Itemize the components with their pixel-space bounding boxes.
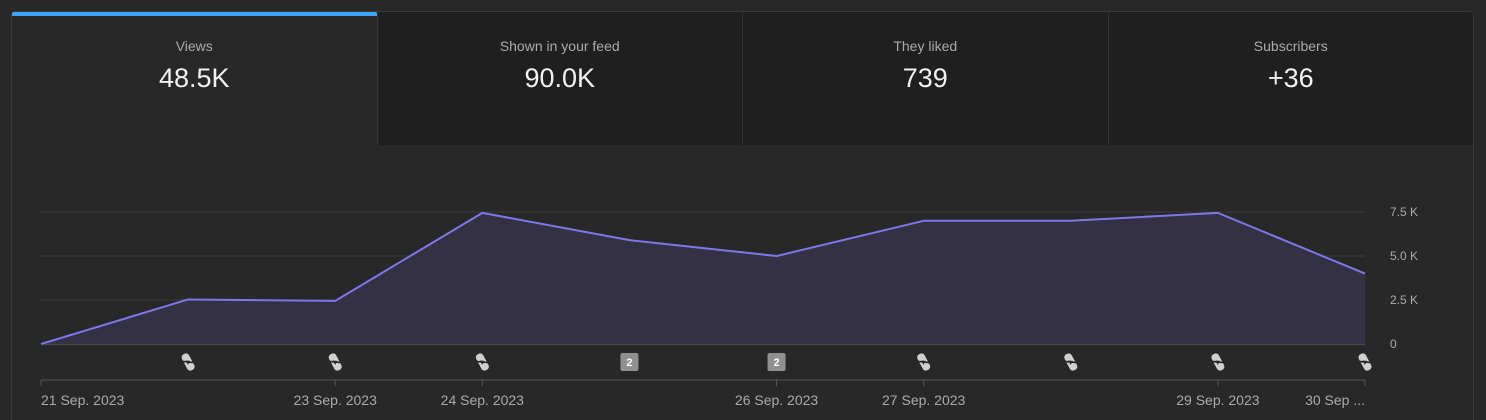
shorts-icon xyxy=(1357,353,1373,371)
y-tick-label: 0 xyxy=(1390,337,1397,351)
tab-they-liked[interactable]: They liked 739 xyxy=(742,12,1108,145)
data-point xyxy=(1069,219,1073,223)
count-badge-label: 2 xyxy=(626,357,632,369)
count-badge xyxy=(767,353,786,371)
y-tick-label: 2.5 K xyxy=(1390,293,1418,307)
data-point xyxy=(1216,211,1220,215)
data-point xyxy=(627,238,631,242)
tab-shown-in-feed-label: Shown in your feed xyxy=(499,38,620,54)
tab-subscribers-label: Subscribers xyxy=(1253,38,1328,54)
views-line xyxy=(40,211,1366,345)
count-badge xyxy=(620,353,639,371)
data-point xyxy=(1363,272,1367,276)
data-point xyxy=(480,211,484,215)
shorts-icon xyxy=(1063,353,1079,371)
views-area xyxy=(41,212,1365,344)
tab-they-liked-value: 739 xyxy=(902,63,948,93)
y-tick-label: 7.5 K xyxy=(1390,205,1418,219)
shorts-icon xyxy=(327,353,343,371)
x-tick-label: 23 Sep. 2023 xyxy=(294,392,378,408)
x-tick-label: 21 Sep. 2023 xyxy=(41,392,125,408)
data-point xyxy=(39,342,43,346)
analytics-card: Views 48.5K Shown in your feed 90.0K The… xyxy=(11,11,1474,420)
y-tick-label: 5.0 K xyxy=(1390,249,1418,263)
tab-subscribers-value: +36 xyxy=(1267,63,1314,93)
data-point xyxy=(775,254,779,258)
x-tick-label: 27 Sep. 2023 xyxy=(882,392,966,408)
tab-subscribers[interactable]: Subscribers +36 xyxy=(1107,12,1473,145)
shorts-icon xyxy=(475,353,490,371)
tab-they-liked-label: They liked xyxy=(893,38,958,54)
shorts-icon xyxy=(1210,353,1226,371)
x-tick-label: 26 Sep. 2023 xyxy=(735,392,819,408)
tab-views[interactable]: Views 48.5K xyxy=(12,12,377,145)
shorts-icon xyxy=(916,353,931,371)
tab-views-value: 48.5K xyxy=(158,63,230,93)
metric-tabs: Views 48.5K Shown in your feed 90.0K The… xyxy=(12,12,1473,145)
data-point xyxy=(333,299,337,303)
data-point xyxy=(922,219,926,223)
shorts-icon xyxy=(180,353,196,371)
data-point xyxy=(186,297,190,301)
tab-shown-in-feed[interactable]: Shown in your feed 90.0K xyxy=(376,12,742,145)
x-tick-label: 29 Sep. 2023 xyxy=(1176,392,1260,408)
x-tick-label: 30 Sep ... xyxy=(1305,392,1365,408)
x-tick-label: 24 Sep. 2023 xyxy=(441,392,525,408)
tab-views-label: Views xyxy=(175,38,213,54)
tab-shown-in-feed-value: 90.0K xyxy=(524,63,596,93)
count-badge-label: 2 xyxy=(773,357,779,369)
